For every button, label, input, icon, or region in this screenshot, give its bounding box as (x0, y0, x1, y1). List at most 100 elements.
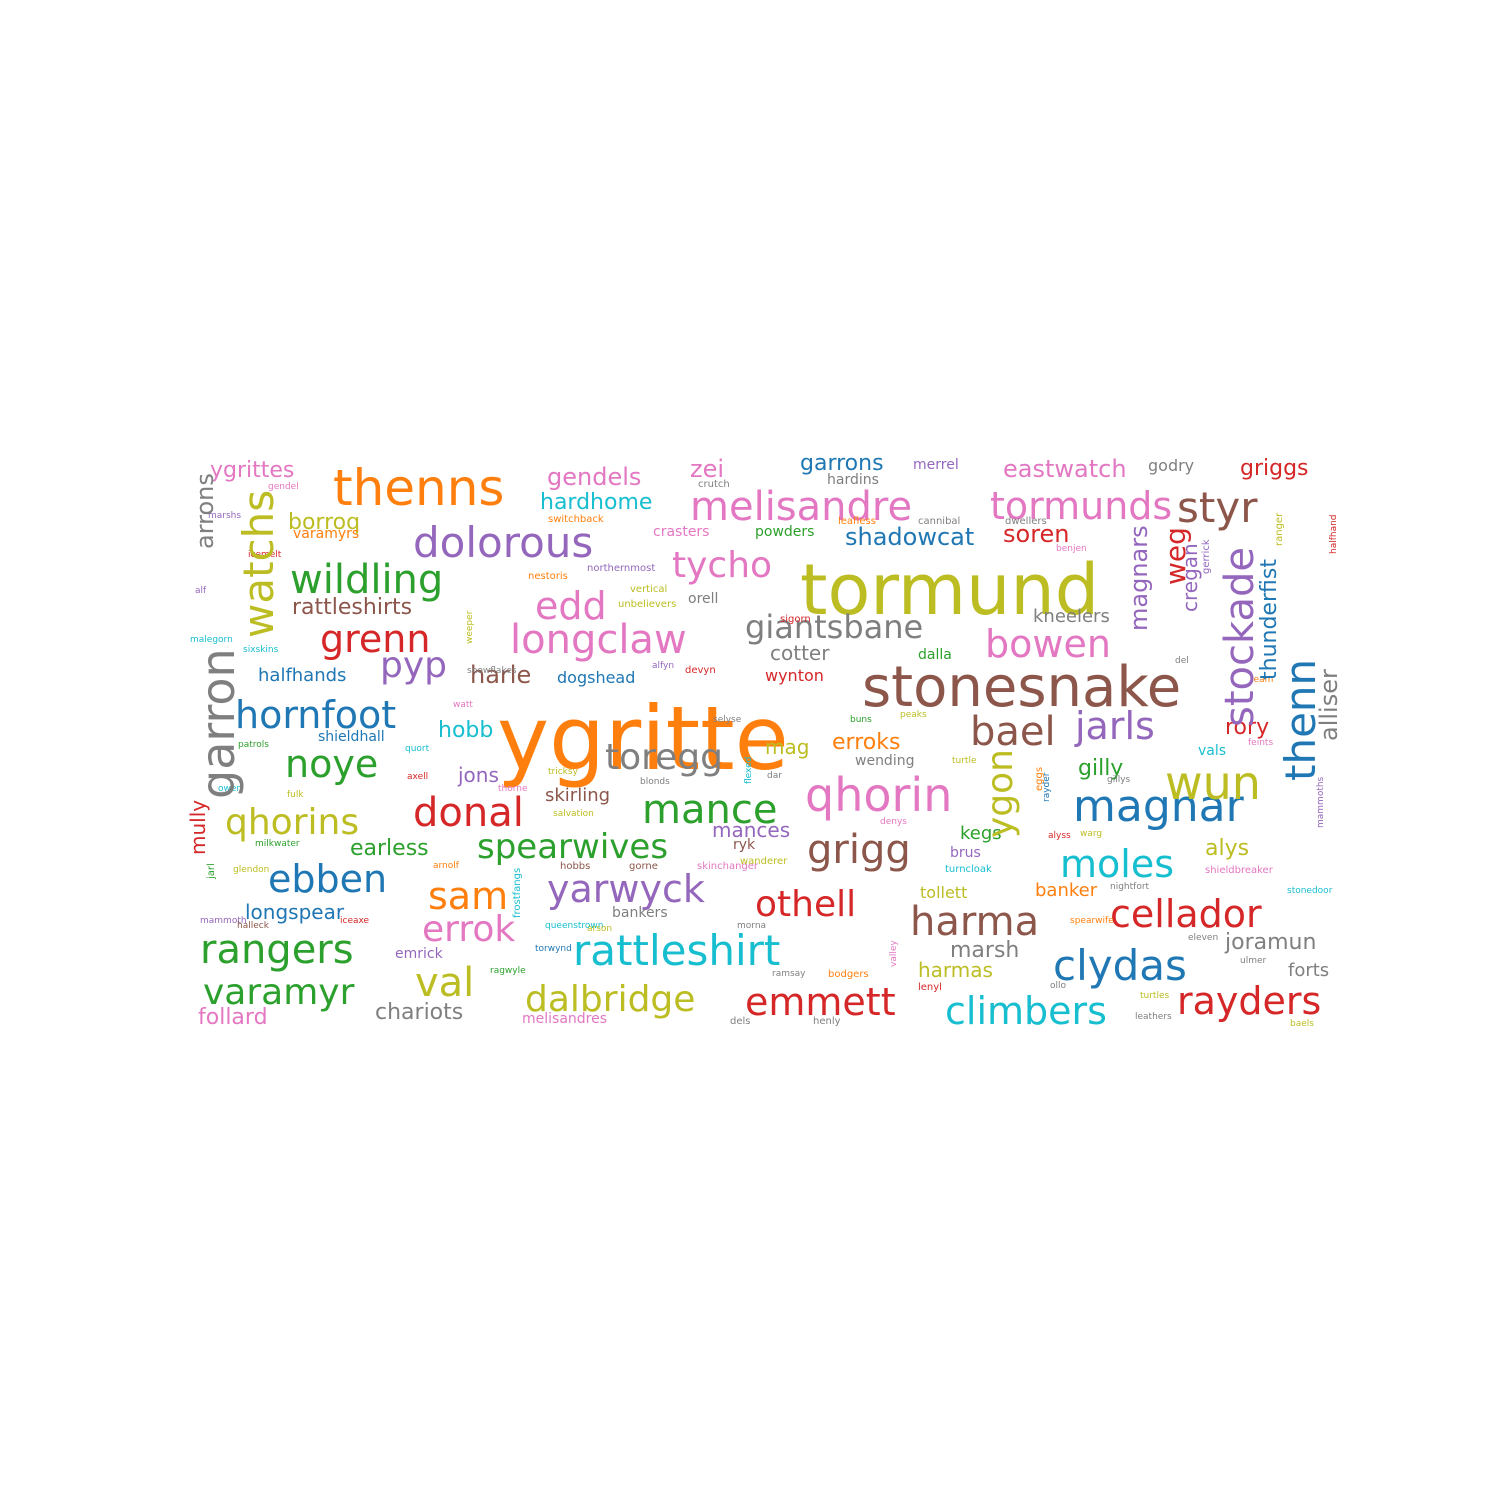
cloud-word: merrel (913, 457, 959, 473)
cloud-word: jarl (206, 863, 217, 879)
cloud-word: feints (1248, 738, 1274, 748)
cloud-word: qhorins (225, 802, 360, 843)
cloud-word: jarls (1075, 704, 1155, 748)
cloud-word: melisandre (690, 484, 913, 530)
cloud-word: flexed (744, 757, 754, 785)
cloud-word: spearwives (477, 827, 669, 867)
cloud-word: grenn (320, 617, 431, 661)
cloud-word: follard (198, 1005, 268, 1030)
cloud-word: team (1250, 675, 1274, 685)
cloud-word: del (1175, 656, 1189, 666)
cloud-word: zei (690, 455, 725, 483)
cloud-word: dolorous (413, 518, 594, 567)
cloud-word: powders (755, 524, 815, 540)
cloud-word: alf (195, 586, 207, 596)
cloud-word: emmett (745, 980, 896, 1024)
cloud-word: hardins (827, 472, 879, 488)
cloud-word: mammoths (1316, 776, 1326, 829)
cloud-word: gilly (1078, 756, 1124, 781)
cloud-word: sigorn (780, 614, 811, 625)
cloud-word: qhorin (805, 768, 953, 822)
cloud-word: lenyl (918, 982, 942, 993)
cloud-word: salvation (553, 809, 594, 819)
cloud-word: mully (186, 799, 210, 855)
cloud-word: mance (642, 787, 778, 833)
cloud-word: thorne (498, 784, 528, 794)
cloud-word: soren (1003, 520, 1070, 548)
cloud-word: owen (218, 784, 243, 794)
cloud-word: styr (1177, 483, 1258, 532)
cloud-word: quort (405, 744, 430, 754)
cloud-word: halfhands (258, 665, 347, 686)
cloud-word: peaks (900, 710, 927, 720)
cloud-word: arrons (191, 473, 219, 550)
cloud-word: leathers (1135, 1012, 1172, 1022)
cloud-word: hornfoot (235, 693, 397, 737)
cloud-word: ulmer (1240, 956, 1267, 966)
cloud-word: ollo (1050, 981, 1067, 991)
cloud-word: longspear (245, 900, 345, 924)
cloud-word: benjen (1056, 544, 1087, 554)
cloud-word: crutch (698, 479, 730, 490)
cloud-word: weeper (465, 611, 475, 645)
cloud-word: tricksy (548, 767, 578, 777)
cloud-word: blonds (640, 777, 670, 787)
cloud-word: hobbs (560, 861, 591, 872)
cloud-word: earless (350, 836, 429, 861)
cloud-word: fulk (287, 790, 304, 800)
cloud-word: kegs (960, 823, 1002, 844)
cloud-word: cellador (1110, 892, 1262, 936)
cloud-word: ragwyle (490, 966, 526, 976)
cloud-word: hobb (438, 718, 494, 743)
cloud-word: griggs (1240, 456, 1309, 481)
cloud-word: rory (1225, 715, 1270, 740)
cloud-word: arnolf (433, 861, 459, 871)
cloud-word: ryk (733, 837, 756, 853)
cloud-word: erroks (832, 730, 901, 755)
cloud-word: garron (191, 647, 245, 799)
cloud-word: baels (1290, 1019, 1314, 1029)
cloud-word: godry (1148, 456, 1195, 475)
cloud-word: skirling (545, 785, 611, 806)
cloud-word: harle (470, 661, 532, 689)
cloud-word: cregan (1178, 543, 1202, 612)
cloud-word: axell (407, 772, 429, 782)
cloud-word: leafless (838, 516, 876, 527)
cloud-word: turtle (952, 756, 977, 766)
cloud-word: errok (422, 909, 516, 950)
cloud-word: edd (535, 584, 607, 628)
cloud-word: shieldbreaker (1205, 865, 1273, 876)
cloud-word: marsh (950, 938, 1020, 963)
cloud-word: sam (428, 874, 509, 918)
cloud-word: stonesnake (862, 655, 1182, 720)
cloud-word: harmas (918, 958, 993, 982)
cloud-word: mammoth (200, 916, 247, 926)
cloud-word: sixskins (243, 645, 279, 655)
cloud-word: halleck (237, 921, 269, 931)
cloud-word: henly (813, 1016, 841, 1027)
cloud-word: unbelievers (618, 599, 677, 610)
cloud-word: harma (910, 899, 1040, 945)
cloud-word: brus (950, 845, 981, 861)
cloud-word: tollett (920, 883, 968, 902)
cloud-word: chariots (375, 1000, 464, 1025)
cloud-word: bodgers (828, 969, 869, 980)
cloud-word: banker (1035, 880, 1098, 901)
cloud-word: switchback (548, 514, 604, 525)
cloud-word: rayder (1042, 772, 1052, 803)
cloud-word: rangers (200, 927, 354, 973)
cloud-word: wynton (765, 666, 824, 685)
cloud-word: stonedoor (1287, 886, 1333, 896)
cloud-word: patrols (238, 740, 269, 750)
cloud-word: frostfangs (512, 867, 523, 918)
cloud-word: alys (1205, 836, 1250, 861)
cloud-word: stockade (1217, 547, 1263, 727)
cloud-word: toregg (605, 737, 724, 778)
cloud-word: garrons (800, 451, 884, 476)
cloud-word: marshs (208, 511, 242, 521)
cloud-word: rattleshirts (292, 595, 413, 620)
cloud-word: rayders (1177, 979, 1322, 1023)
cloud-word: wun (1165, 756, 1261, 810)
cloud-word: valley (889, 940, 899, 968)
